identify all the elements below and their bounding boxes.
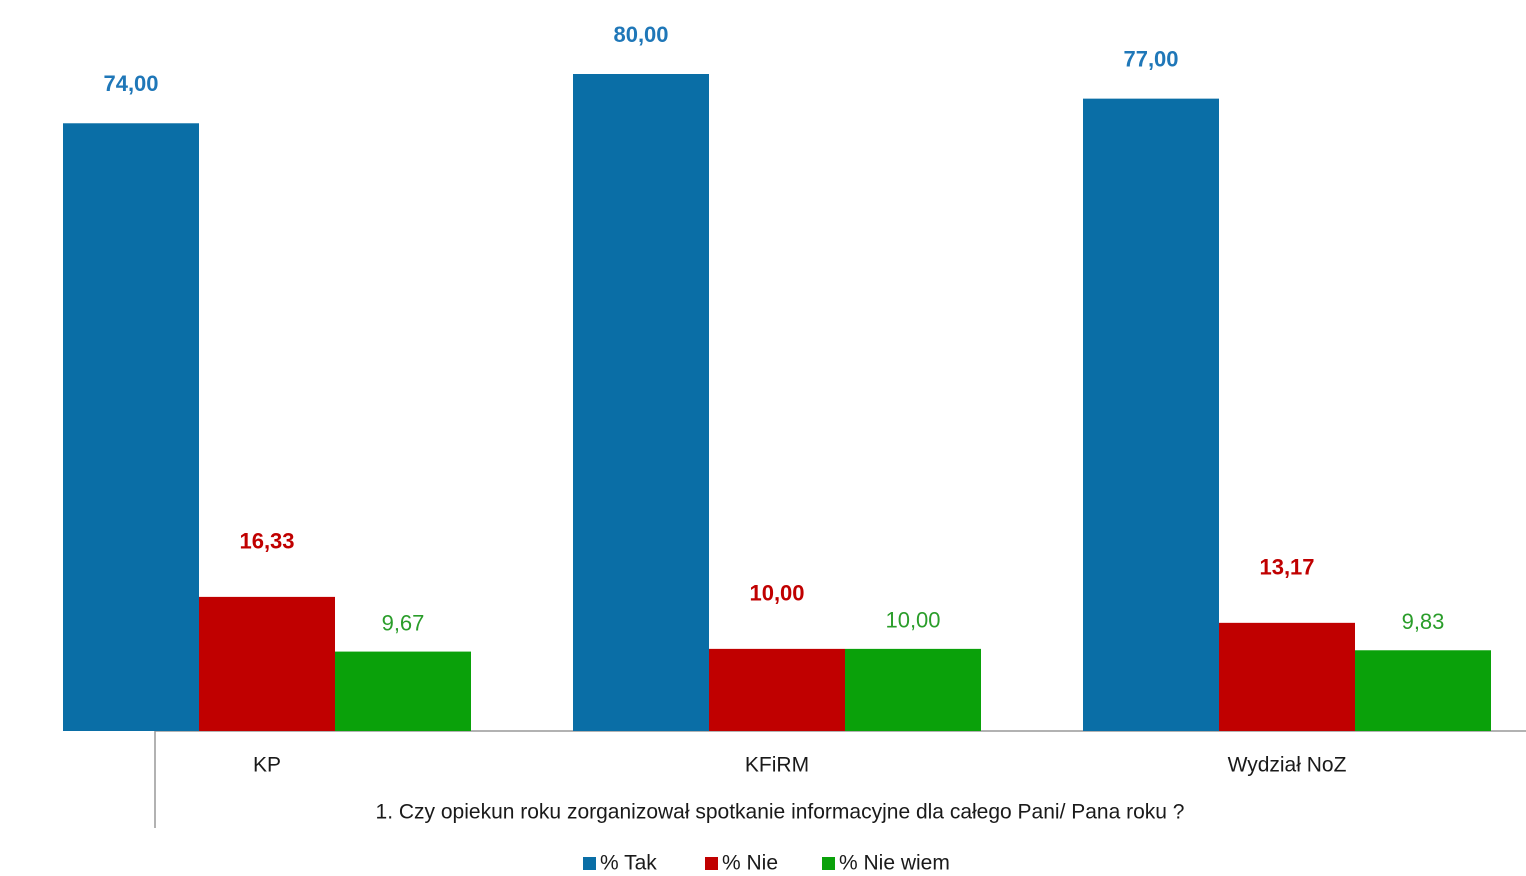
x-tick-label: KFiRM (745, 754, 809, 777)
bar (335, 651, 471, 731)
value-label: 13,17 (1259, 555, 1314, 580)
bar (845, 648, 981, 731)
legend-label: % Nie wiem (839, 852, 950, 875)
value-label: 77,00 (1123, 46, 1178, 71)
x-axis-title: 1. Czy opiekun roku zorganizował spotkan… (376, 801, 1185, 824)
x-tick-label: Wydział NoZ (1228, 754, 1347, 777)
bar (1355, 650, 1491, 731)
bar (1219, 622, 1355, 731)
value-label: 10,00 (749, 581, 804, 606)
bar (63, 123, 199, 731)
bar (573, 74, 709, 731)
x-tick-label: KP (253, 754, 281, 777)
bar (709, 648, 845, 731)
legend-swatch (583, 857, 596, 870)
value-label: 9,83 (1402, 609, 1445, 634)
value-label: 16,33 (239, 529, 294, 554)
value-label: 9,67 (382, 610, 425, 635)
bar (199, 596, 335, 731)
value-label: 80,00 (613, 22, 668, 47)
value-label: 10,00 (885, 608, 940, 633)
legend-label: % Tak (600, 852, 657, 875)
legend-label: % Nie (722, 852, 778, 875)
legend-swatch (705, 857, 718, 870)
bar (1083, 98, 1219, 731)
value-label: 74,00 (103, 71, 158, 96)
legend-swatch (822, 857, 835, 870)
